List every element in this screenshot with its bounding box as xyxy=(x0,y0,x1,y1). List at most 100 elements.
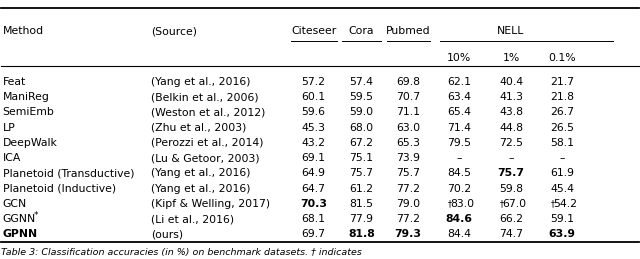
Text: NELL: NELL xyxy=(497,26,524,36)
Text: 68.1: 68.1 xyxy=(301,214,326,224)
Text: 72.5: 72.5 xyxy=(499,138,523,148)
Text: 41.3: 41.3 xyxy=(499,92,523,102)
Text: 0.1%: 0.1% xyxy=(548,53,576,63)
Text: (Weston et al., 2012): (Weston et al., 2012) xyxy=(151,107,266,118)
Text: 44.8: 44.8 xyxy=(499,123,523,133)
Text: 81.5: 81.5 xyxy=(349,199,373,209)
Text: 74.7: 74.7 xyxy=(499,229,523,240)
Text: 26.5: 26.5 xyxy=(550,123,574,133)
Text: 63.9: 63.9 xyxy=(548,229,575,240)
Text: –: – xyxy=(559,153,565,163)
Text: (Belkin et al., 2006): (Belkin et al., 2006) xyxy=(151,92,259,102)
Text: †: † xyxy=(500,199,504,208)
Text: ICA: ICA xyxy=(3,153,21,163)
Text: Citeseer: Citeseer xyxy=(291,26,336,36)
Text: 65.4: 65.4 xyxy=(447,107,471,118)
Text: 10%: 10% xyxy=(447,53,471,63)
Text: 77.9: 77.9 xyxy=(349,214,373,224)
Text: Feat: Feat xyxy=(3,77,26,87)
Text: 71.1: 71.1 xyxy=(396,107,420,118)
Text: 26.7: 26.7 xyxy=(550,107,574,118)
Text: 79.3: 79.3 xyxy=(394,229,421,240)
Text: 66.2: 66.2 xyxy=(499,214,523,224)
Text: Planetoid (Transductive): Planetoid (Transductive) xyxy=(3,169,134,178)
Text: DeepWalk: DeepWalk xyxy=(3,138,58,148)
Text: (Lu & Getoor, 2003): (Lu & Getoor, 2003) xyxy=(151,153,260,163)
Text: 57.4: 57.4 xyxy=(349,77,373,87)
Text: Cora: Cora xyxy=(349,26,374,36)
Text: SemiEmb: SemiEmb xyxy=(3,107,54,118)
Text: 83.0: 83.0 xyxy=(450,199,474,209)
Text: 62.1: 62.1 xyxy=(447,77,471,87)
Text: GGNN: GGNN xyxy=(3,214,36,224)
Text: 75.7: 75.7 xyxy=(396,169,420,178)
Text: 43.8: 43.8 xyxy=(499,107,523,118)
Text: 67.0: 67.0 xyxy=(502,199,527,209)
Text: 71.4: 71.4 xyxy=(447,123,471,133)
Text: 60.1: 60.1 xyxy=(301,92,326,102)
Text: *: * xyxy=(33,211,38,220)
Text: 77.2: 77.2 xyxy=(396,214,420,224)
Text: (Kipf & Welling, 2017): (Kipf & Welling, 2017) xyxy=(151,199,270,209)
Text: –: – xyxy=(456,153,461,163)
Text: 43.2: 43.2 xyxy=(301,138,326,148)
Text: 77.2: 77.2 xyxy=(396,184,420,194)
Text: 21.8: 21.8 xyxy=(550,92,574,102)
Text: (Perozzi et al., 2014): (Perozzi et al., 2014) xyxy=(151,138,264,148)
Text: 1%: 1% xyxy=(502,53,520,63)
Text: 69.1: 69.1 xyxy=(301,153,326,163)
Text: (Source): (Source) xyxy=(151,26,197,36)
Text: 79.0: 79.0 xyxy=(396,199,420,209)
Text: 75.7: 75.7 xyxy=(349,169,373,178)
Text: –: – xyxy=(508,153,514,163)
Text: 70.7: 70.7 xyxy=(396,92,420,102)
Text: 64.9: 64.9 xyxy=(301,169,326,178)
Text: 61.2: 61.2 xyxy=(349,184,373,194)
Text: (Yang et al., 2016): (Yang et al., 2016) xyxy=(151,77,251,87)
Text: †: † xyxy=(550,199,555,208)
Text: 84.5: 84.5 xyxy=(447,169,471,178)
Text: 69.7: 69.7 xyxy=(301,229,326,240)
Text: 70.3: 70.3 xyxy=(300,199,327,209)
Text: 84.6: 84.6 xyxy=(445,214,472,224)
Text: (ours): (ours) xyxy=(151,229,183,240)
Text: 67.2: 67.2 xyxy=(349,138,373,148)
Text: 64.7: 64.7 xyxy=(301,184,326,194)
Text: 84.4: 84.4 xyxy=(447,229,471,240)
Text: †: † xyxy=(447,199,451,208)
Text: Table 3: Classification accuracies (in %) on benchmark datasets. † indicates: Table 3: Classification accuracies (in %… xyxy=(1,248,362,257)
Text: 59.5: 59.5 xyxy=(349,92,373,102)
Text: 57.2: 57.2 xyxy=(301,77,326,87)
Text: ManiReg: ManiReg xyxy=(3,92,49,102)
Text: 75.1: 75.1 xyxy=(349,153,373,163)
Text: 70.2: 70.2 xyxy=(447,184,471,194)
Text: 40.4: 40.4 xyxy=(499,77,524,87)
Text: GPNN: GPNN xyxy=(3,229,38,240)
Text: 59.1: 59.1 xyxy=(550,214,574,224)
Text: 21.7: 21.7 xyxy=(550,77,574,87)
Text: 58.1: 58.1 xyxy=(550,138,574,148)
Text: 59.0: 59.0 xyxy=(349,107,374,118)
Text: LP: LP xyxy=(3,123,15,133)
Text: (Yang et al., 2016): (Yang et al., 2016) xyxy=(151,169,251,178)
Text: 45.3: 45.3 xyxy=(301,123,326,133)
Text: (Li et al., 2016): (Li et al., 2016) xyxy=(151,214,234,224)
Text: 63.4: 63.4 xyxy=(447,92,471,102)
Text: 54.2: 54.2 xyxy=(554,199,577,209)
Text: 63.0: 63.0 xyxy=(396,123,420,133)
Text: 59.8: 59.8 xyxy=(499,184,523,194)
Text: Planetoid (Inductive): Planetoid (Inductive) xyxy=(3,184,116,194)
Text: (Zhu et al., 2003): (Zhu et al., 2003) xyxy=(151,123,246,133)
Text: Method: Method xyxy=(3,26,44,36)
Text: 65.3: 65.3 xyxy=(396,138,420,148)
Text: 69.8: 69.8 xyxy=(396,77,420,87)
Text: 59.6: 59.6 xyxy=(301,107,326,118)
Text: 73.9: 73.9 xyxy=(396,153,420,163)
Text: 81.8: 81.8 xyxy=(348,229,375,240)
Text: 61.9: 61.9 xyxy=(550,169,574,178)
Text: 68.0: 68.0 xyxy=(349,123,374,133)
Text: 75.7: 75.7 xyxy=(498,169,525,178)
Text: 79.5: 79.5 xyxy=(447,138,471,148)
Text: GCN: GCN xyxy=(3,199,27,209)
Text: (Yang et al., 2016): (Yang et al., 2016) xyxy=(151,184,251,194)
